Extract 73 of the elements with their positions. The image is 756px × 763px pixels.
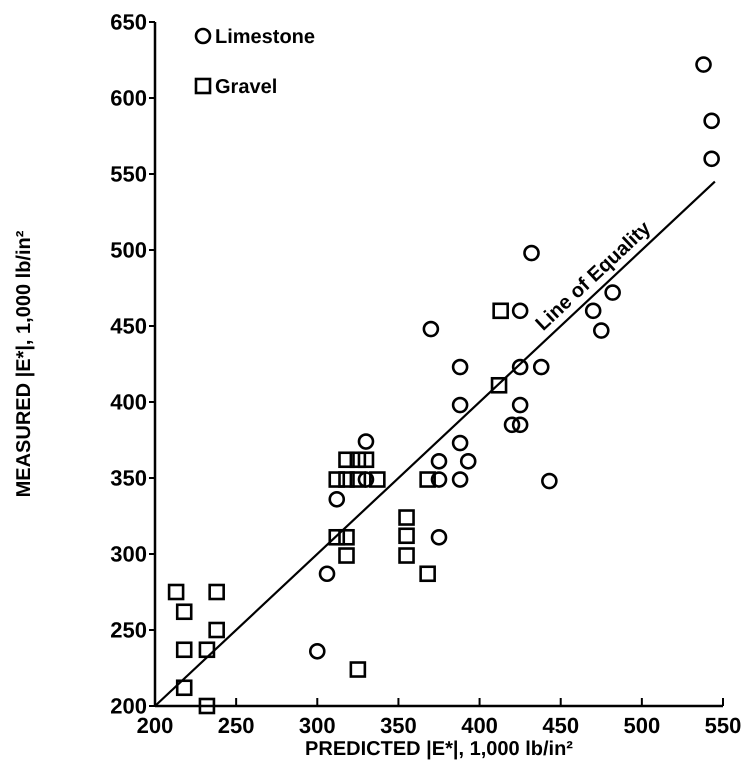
x-tick-label: 300: [298, 713, 336, 738]
point: [430, 471, 448, 488]
point: [398, 547, 415, 564]
point: [452, 358, 468, 376]
point: [452, 396, 468, 414]
x-tick-label: 550: [704, 713, 742, 738]
point: [308, 642, 326, 660]
y-tick-label: 550: [110, 162, 147, 187]
point: [328, 528, 346, 546]
point: [358, 433, 374, 450]
point: [350, 471, 366, 488]
point: [328, 471, 346, 488]
x-tick-label: 450: [542, 713, 580, 738]
point: [198, 698, 216, 714]
point: [492, 302, 509, 320]
point: [523, 244, 540, 262]
point: [430, 528, 448, 546]
point: [584, 302, 602, 320]
point: [512, 396, 528, 414]
x-axis-title: PREDICTED |E*|, 1,000 lb/in²: [305, 738, 574, 760]
point: [398, 509, 415, 526]
point: [369, 471, 386, 488]
point: [338, 547, 355, 564]
legend-label: Limestone: [215, 26, 316, 48]
point: [592, 322, 610, 339]
y-tick-label: 600: [110, 86, 147, 111]
point: [703, 150, 720, 168]
point: [338, 471, 355, 488]
point: [318, 565, 336, 582]
x-tick-label: 350: [380, 713, 417, 738]
y-tick-label: 650: [110, 10, 147, 35]
point: [350, 451, 366, 468]
point: [703, 112, 720, 130]
point: [512, 416, 528, 434]
point: [430, 452, 448, 470]
x-tick-label: 500: [624, 713, 660, 738]
point: [350, 661, 366, 678]
y-tick-label: 350: [110, 466, 147, 491]
point: [604, 284, 621, 301]
point: [452, 471, 468, 488]
point: [338, 528, 355, 546]
point: [328, 490, 346, 508]
y-tick-label: 500: [110, 238, 147, 263]
x-tick-label: 400: [461, 713, 498, 738]
point: [419, 471, 436, 488]
point: [358, 451, 374, 468]
point: [176, 641, 193, 658]
point: [198, 641, 216, 658]
point: [695, 56, 712, 73]
y-tick-label: 250: [110, 618, 147, 643]
point: [422, 320, 440, 338]
point: [208, 622, 225, 638]
point: [541, 472, 558, 490]
point: [419, 565, 436, 582]
point: [512, 358, 528, 376]
point: [168, 584, 184, 600]
point: [504, 416, 520, 434]
y-tick-label: 400: [110, 390, 147, 415]
point: [452, 434, 468, 452]
point: [176, 603, 193, 620]
legend-label: Gravel: [215, 76, 278, 98]
point: [532, 358, 550, 376]
point: [512, 302, 528, 320]
point: [208, 584, 225, 600]
y-axis-title: MEASURED |E*|, 1,000 lb/in²: [13, 230, 35, 498]
point: [460, 452, 477, 470]
y-tick-label: 450: [110, 314, 147, 339]
point: [176, 679, 193, 696]
point: [490, 376, 508, 394]
point: [338, 451, 355, 468]
x-tick-label: 250: [218, 713, 254, 738]
y-tick-label: 300: [110, 542, 147, 567]
point: [398, 527, 415, 544]
